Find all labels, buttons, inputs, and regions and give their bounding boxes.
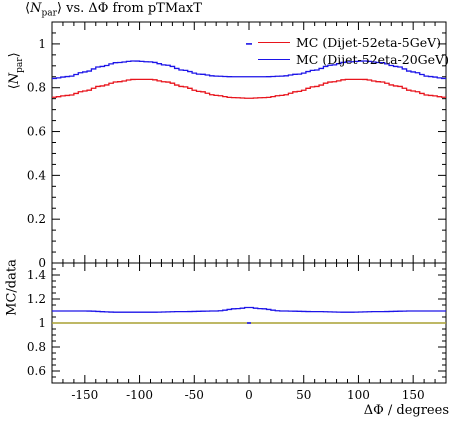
main-y-tick-label: 0.2 <box>27 212 46 226</box>
x-tick-label: 0 <box>245 388 253 402</box>
legend-entry-5gev: MC (Dijet-52eta-5GeV) <box>258 34 449 51</box>
legend-label-20gev: MC (Dijet-52eta-20GeV) <box>296 52 449 67</box>
ratio-y-tick-label: 1.4 <box>27 268 46 282</box>
legend-line-blue <box>258 58 290 61</box>
x-tick-label: -50 <box>185 388 204 402</box>
series-line-1 <box>52 60 446 80</box>
x-tick-label: 50 <box>296 388 311 402</box>
ratio-y-tick-label: 0.8 <box>27 340 46 354</box>
ratio-series-line-0 <box>52 306 446 313</box>
x-tick-label: -150 <box>71 388 98 402</box>
x-tick-label: -100 <box>126 388 153 402</box>
main-y-tick-label: 0.4 <box>27 168 46 182</box>
main-y-tick-label: 0.8 <box>27 81 46 95</box>
ratio-y-tick-label: 1 <box>38 316 46 330</box>
x-tick-label: 150 <box>402 388 425 402</box>
series-line-0 <box>52 78 446 99</box>
ratio-y-tick-label: 0.6 <box>27 364 46 378</box>
main-y-axis-label: ⟨Npar⟩ <box>7 52 25 90</box>
chart-title: ⟨Npar⟩ vs. ΔΦ from pTMaxT <box>25 1 202 19</box>
main-y-tick-label: 1 <box>38 37 46 51</box>
legend: MC (Dijet-52eta-5GeV) MC (Dijet-52eta-20… <box>258 34 449 68</box>
legend-entry-20gev: MC (Dijet-52eta-20GeV) <box>258 51 449 68</box>
ratio-y-axis-label: MC/data <box>4 259 20 316</box>
main-y-tick-label: 0 <box>38 256 46 270</box>
x-axis-label: ΔΦ / degrees <box>363 403 449 418</box>
ratio-y-tick-label: 1.2 <box>27 292 46 306</box>
legend-label-5gev: MC (Dijet-52eta-5GeV) <box>296 35 441 50</box>
x-tick-label: 100 <box>347 388 370 402</box>
main-y-tick-label: 0.6 <box>27 125 46 139</box>
legend-line-red <box>258 41 290 44</box>
